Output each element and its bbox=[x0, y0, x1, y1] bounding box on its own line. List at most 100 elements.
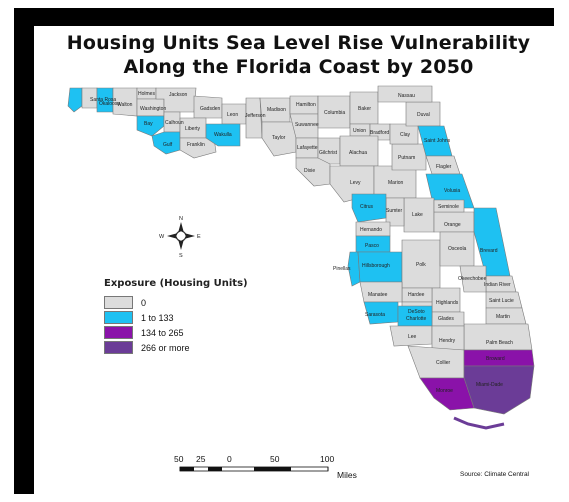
label-glades: Glades bbox=[438, 316, 454, 322]
label-clay: Clay bbox=[400, 132, 411, 138]
label-sumter: Sumter bbox=[386, 208, 402, 214]
label-liberty: Liberty bbox=[185, 126, 201, 132]
label-lafayette: Lafayette bbox=[297, 145, 318, 151]
label-washington: Washington bbox=[140, 106, 166, 112]
legend-label: 134 to 265 bbox=[141, 327, 184, 338]
label-walton: Walton bbox=[117, 102, 133, 108]
label-highlands: Highlands bbox=[436, 300, 459, 306]
label-okaloosa: Okaloosa bbox=[99, 101, 120, 107]
legend: Exposure (Housing Units) 0 1 to 133 134 … bbox=[104, 278, 248, 355]
label-lake: Lake bbox=[412, 212, 423, 218]
label-saint-lucie: Saint Lucie bbox=[489, 298, 514, 304]
legend-swatch bbox=[104, 311, 133, 324]
label-calhoun: Calhoun bbox=[165, 120, 184, 126]
label-santa-rosa: Santa Rosa bbox=[90, 97, 116, 103]
label-taylor: Taylor bbox=[272, 135, 286, 141]
scale-tick-label: 0 bbox=[227, 454, 232, 464]
label-madison: Madison bbox=[267, 107, 286, 113]
label-alachua: Alachua bbox=[349, 150, 367, 156]
label-nassau: Nassau bbox=[398, 93, 415, 99]
legend-label: 1 to 133 bbox=[141, 312, 174, 323]
scale-bar bbox=[179, 466, 329, 472]
legend-title: Exposure (Housing Units) bbox=[104, 278, 248, 289]
scale-tick-label: 25 bbox=[196, 454, 206, 464]
county-wakulla bbox=[205, 123, 241, 147]
compass-n: N bbox=[179, 216, 183, 222]
label-putnam: Putnam bbox=[398, 155, 415, 161]
county-pinellas bbox=[347, 251, 361, 287]
label-pinellas: Pinellas bbox=[333, 266, 351, 272]
legend-item: 1 to 133 bbox=[104, 310, 248, 325]
label-orange: Orange bbox=[444, 222, 461, 228]
label-leon: Leon bbox=[227, 112, 238, 118]
label-osceola: Osceola bbox=[448, 246, 467, 252]
scale-tick-label: 50 bbox=[174, 454, 184, 464]
label-hendry: Hendry bbox=[439, 338, 456, 344]
compass-w: W bbox=[159, 234, 165, 240]
legend-item: 134 to 265 bbox=[104, 325, 248, 340]
label-levy: Levy bbox=[350, 180, 361, 186]
label-hardee: Hardee bbox=[408, 292, 425, 298]
label-manatee: Manatee bbox=[368, 292, 388, 298]
label-martin: Martin bbox=[496, 314, 510, 320]
label-miami-dade: Miami-Dade bbox=[476, 382, 503, 388]
county-bay bbox=[136, 115, 165, 137]
label-columbia: Columbia bbox=[324, 110, 345, 116]
scale-tick-label: 100 bbox=[320, 454, 335, 464]
legend-swatch bbox=[104, 326, 133, 339]
label-holmes: Holmes bbox=[138, 91, 155, 97]
florida-map: Santa Rosa Okaloosa Walton Holmes Jackso… bbox=[67, 85, 535, 472]
label-gadsden: Gadsden bbox=[200, 106, 221, 112]
label-bradford: Bradford bbox=[370, 130, 389, 136]
label-sarasota: Sarasota bbox=[365, 312, 385, 318]
county-palm-beach bbox=[463, 323, 533, 351]
label-saint-johns: Saint Johns bbox=[424, 138, 451, 144]
legend-label: 266 or more bbox=[141, 342, 190, 353]
county-miami-dade bbox=[463, 365, 535, 415]
scale-bar-labels: 50 25 0 50 100 bbox=[172, 454, 372, 466]
county-taylor bbox=[261, 121, 297, 157]
compass-s: S bbox=[179, 253, 183, 259]
source-credit: Source: Climate Central bbox=[460, 471, 529, 478]
label-jefferson: Jefferson bbox=[245, 113, 266, 119]
county-monroe bbox=[419, 377, 475, 411]
county-manatee bbox=[359, 281, 403, 303]
label-charlotte: Charlotte bbox=[406, 316, 427, 322]
label-pasco: Pasco bbox=[365, 243, 379, 249]
map-frame: Housing Units Sea Level Rise Vulnerabili… bbox=[14, 8, 563, 494]
legend-swatch bbox=[104, 341, 133, 354]
scale-bar-unit: Miles bbox=[337, 470, 357, 480]
county-escambia bbox=[67, 87, 83, 113]
legend-item: 266 or more bbox=[104, 340, 248, 355]
county-gilchrist bbox=[317, 137, 341, 165]
legend-label: 0 bbox=[141, 297, 147, 308]
county-citrus bbox=[351, 193, 387, 223]
scale-tick-label: 50 bbox=[270, 454, 280, 464]
label-polk: Polk bbox=[416, 262, 426, 268]
label-hamilton: Hamilton bbox=[296, 102, 316, 108]
map-title-line-1: Housing Units Sea Level Rise Vulnerabili… bbox=[66, 32, 531, 54]
label-franklin: Franklin bbox=[187, 142, 205, 148]
label-monroe: Monroe bbox=[436, 388, 453, 394]
label-union: Union bbox=[353, 128, 366, 134]
legend-item: 0 bbox=[104, 295, 248, 310]
label-flagler: Flagler bbox=[436, 164, 452, 170]
label-duval: Duval bbox=[417, 112, 430, 118]
north-arrow: N S E W bbox=[159, 216, 201, 259]
map-title-line-2: Along the Florida Coast by 2050 bbox=[123, 56, 474, 78]
label-gulf: Gulf bbox=[163, 142, 173, 148]
compass-e: E bbox=[197, 234, 201, 240]
label-broward: Broward bbox=[486, 356, 505, 362]
label-seminole: Seminole bbox=[438, 204, 459, 210]
label-okeechobee: Okeechobee bbox=[458, 276, 487, 282]
label-citrus: Citrus bbox=[360, 204, 374, 210]
county-nassau bbox=[377, 85, 433, 103]
label-baker: Baker bbox=[358, 106, 371, 112]
label-indian-river: Indian River bbox=[484, 282, 511, 288]
label-volusia: Volusia bbox=[444, 188, 460, 194]
label-marion: Marion bbox=[388, 180, 404, 186]
label-desoto: DeSoto bbox=[408, 309, 425, 315]
label-lee: Lee bbox=[408, 334, 417, 340]
map-panel: Housing Units Sea Level Rise Vulnerabili… bbox=[34, 26, 563, 494]
label-hernando: Hernando bbox=[360, 227, 382, 233]
